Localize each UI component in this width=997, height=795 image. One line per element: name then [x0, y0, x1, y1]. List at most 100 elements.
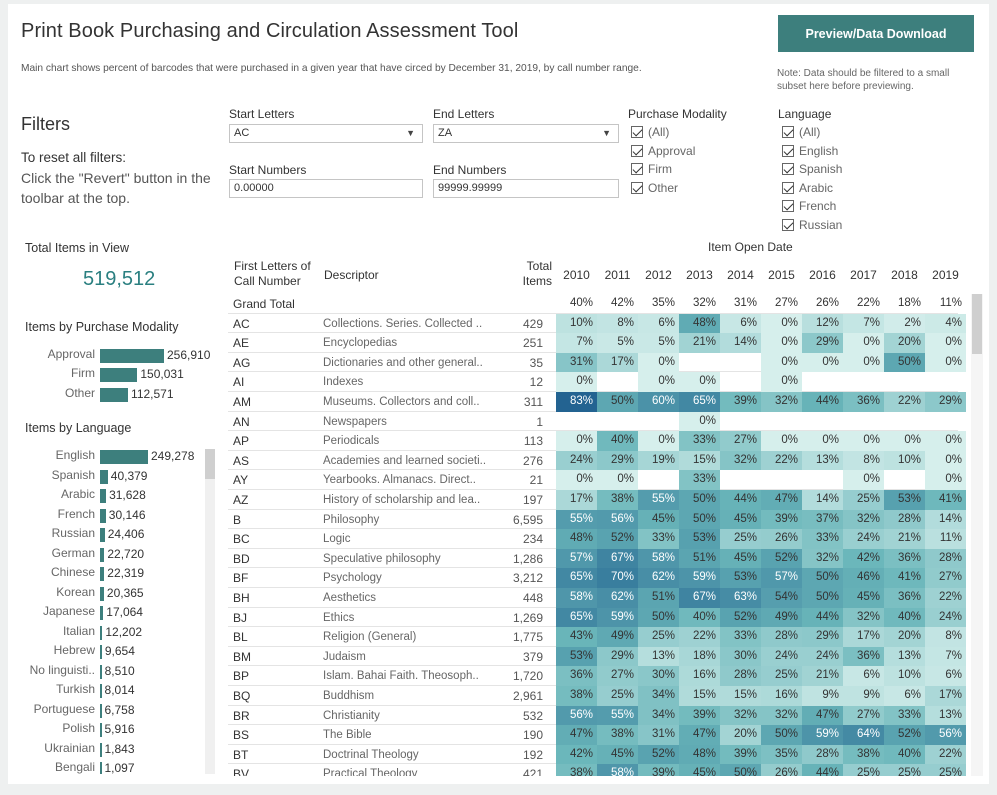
heatmap-cell[interactable]: 51% [679, 548, 720, 569]
heatmap-cell[interactable]: 20% [884, 627, 925, 647]
heatmap-cell[interactable]: 50% [679, 490, 720, 510]
heatmap-cell[interactable]: 53% [556, 646, 597, 667]
heatmap-cell[interactable]: 36% [843, 646, 884, 667]
heatmap-cell[interactable]: 32% [720, 450, 761, 471]
table-scrollbar[interactable] [971, 294, 983, 776]
table-row[interactable]: B Philosophy 6,595 55% 56% 45% 50% 45% 39% 37% 32%… [228, 509, 966, 530]
heatmap-cell[interactable]: 51% [638, 588, 679, 608]
purchase-modality-option[interactable]: (All) [631, 123, 695, 142]
heatmap-cell[interactable]: 31% [556, 352, 597, 373]
heatmap-cell[interactable]: 42% [556, 744, 597, 765]
heatmap-cell[interactable]: 0% [556, 372, 597, 392]
heatmap-cell[interactable]: 44% [720, 490, 761, 510]
heatmap-cell[interactable]: 57% [556, 548, 597, 569]
table-row[interactable]: BC Logic 234 48% 52% 33% 53% 25% 26% 33% 24% 21% 11% [228, 529, 966, 549]
heatmap-cell[interactable]: 6% [843, 666, 884, 686]
heatmap-cell[interactable]: 65% [679, 392, 720, 412]
heatmap-cell[interactable]: 0% [679, 372, 720, 392]
heatmap-cell[interactable]: 38% [843, 744, 884, 765]
checkbox-checked-icon[interactable] [631, 163, 643, 176]
heatmap-cell[interactable]: 33% [679, 431, 720, 451]
heatmap-cell[interactable]: 47% [802, 705, 843, 726]
start-numbers-input[interactable]: 0.00000 [229, 179, 423, 198]
heatmap-cell[interactable]: 49% [597, 627, 638, 647]
heatmap-cell[interactable]: 11% [925, 529, 966, 549]
heatmap-cell[interactable]: 31% [638, 725, 679, 745]
heatmap-cell[interactable]: 22% [925, 588, 966, 608]
heatmap-cell[interactable]: 59% [597, 607, 638, 628]
scroll-thumb[interactable] [205, 449, 215, 479]
heatmap-cell[interactable]: 0% [638, 431, 679, 451]
heatmap-cell[interactable]: 22% [884, 392, 925, 412]
heatmap-cell[interactable]: 55% [556, 509, 597, 530]
table-row[interactable]: BH Aesthetics 448 58% 62% 51% 67% 63% 54% 50% 45% 3… [228, 588, 966, 608]
heatmap-cell[interactable]: 0% [925, 431, 966, 451]
heatmap-cell[interactable]: 32% [843, 509, 884, 530]
table-row[interactable]: BF Psychology 3,212 65% 70% 62% 59% 53% 57% 50% 46… [228, 568, 966, 588]
heatmap-cell[interactable]: 52% [761, 548, 802, 569]
heatmap-cell[interactable]: 47% [556, 725, 597, 745]
heatmap-cell[interactable]: 27% [843, 705, 884, 726]
heatmap-cell[interactable]: 29% [802, 627, 843, 647]
heatmap-cell[interactable]: 0% [843, 352, 884, 373]
heatmap-cell[interactable]: 14% [802, 490, 843, 510]
checkbox-checked-icon[interactable] [631, 181, 643, 194]
table-row[interactable]: AZ History of scholarship and lea.. 197 17%… [228, 490, 966, 510]
heatmap-cell[interactable]: 70% [597, 568, 638, 588]
heatmap-cell[interactable]: 38% [556, 764, 597, 776]
heatmap-cell[interactable]: 30% [638, 666, 679, 686]
heatmap-cell[interactable]: 39% [761, 509, 802, 530]
heatmap-cell[interactable]: 25% [884, 764, 925, 776]
heatmap-cell[interactable]: 50% [720, 764, 761, 776]
table-row[interactable]: BT Doctrinal Theology 192 42% 45% 52% 48% 39% 35… [228, 744, 966, 765]
heatmap-cell[interactable]: 15% [720, 686, 761, 706]
heatmap-cell[interactable]: 52% [884, 725, 925, 745]
table-row[interactable]: BJ Ethics 1,269 65% 59% 50% 40% 52% 49% 44% 32% 40%… [228, 607, 966, 628]
heatmap-cell[interactable]: 9% [843, 686, 884, 706]
heatmap-cell[interactable]: 52% [720, 607, 761, 628]
heatmap-cell[interactable]: 50% [802, 568, 843, 588]
heatmap-cell[interactable]: 36% [843, 392, 884, 412]
heatmap-cell[interactable]: 0% [638, 352, 679, 373]
heatmap-cell[interactable]: 53% [679, 529, 720, 549]
table-row[interactable]: AI Indexes 12 0% 0% 0% 0% [228, 372, 958, 392]
heatmap-cell[interactable]: 44% [802, 764, 843, 776]
heatmap-cell[interactable]: 40% [884, 607, 925, 628]
heatmap-cell[interactable]: 38% [597, 725, 638, 745]
heatmap-cell[interactable]: 55% [638, 490, 679, 510]
heatmap-cell[interactable]: 48% [556, 529, 597, 549]
heatmap-cell[interactable]: 26% [761, 529, 802, 549]
heatmap-cell[interactable]: 43% [556, 627, 597, 647]
table-row[interactable]: AM Museums. Collectors and coll.. 311 83% 50… [228, 392, 966, 412]
heatmap-cell[interactable]: 41% [884, 568, 925, 588]
heatmap-cell[interactable]: 42% [843, 548, 884, 569]
heatmap-cell[interactable]: 39% [679, 705, 720, 726]
heatmap-cell[interactable]: 50% [761, 725, 802, 745]
heatmap-cell[interactable]: 9% [802, 686, 843, 706]
heatmap-cell[interactable]: 55% [597, 705, 638, 726]
heatmap-cell[interactable]: 7% [925, 646, 966, 667]
checkbox-checked-icon[interactable] [631, 126, 643, 139]
heatmap-cell[interactable]: 44% [802, 607, 843, 628]
heatmap-cell[interactable]: 33% [638, 529, 679, 549]
heatmap-cell[interactable]: 0% [925, 470, 966, 490]
heatmap-cell[interactable]: 27% [925, 568, 966, 588]
checkbox-checked-icon[interactable] [782, 200, 794, 213]
heatmap-cell[interactable]: 45% [843, 588, 884, 608]
language-option[interactable]: Spanish [782, 160, 842, 179]
table-row[interactable]: BS The Bible 190 47% 38% 31% 47% 20% 50% 59% 64% 52… [228, 725, 966, 745]
heatmap-cell[interactable]: 34% [638, 705, 679, 726]
heatmap-cell[interactable]: 37% [802, 509, 843, 530]
heatmap-cell[interactable]: 48% [679, 313, 720, 334]
heatmap-cell[interactable]: 5% [597, 333, 638, 353]
scroll-thumb[interactable] [972, 294, 982, 354]
table-row[interactable]: AN Newspapers 1 0% [228, 411, 958, 432]
heatmap-cell[interactable]: 28% [720, 666, 761, 686]
checkbox-checked-icon[interactable] [782, 163, 794, 176]
heatmap-cell[interactable]: 13% [925, 705, 966, 726]
heatmap-cell[interactable]: 16% [679, 666, 720, 686]
heatmap-cell[interactable]: 17% [597, 352, 638, 373]
language-option[interactable]: (All) [782, 123, 842, 142]
heatmap-cell[interactable]: 45% [720, 548, 761, 569]
heatmap-cell[interactable]: 28% [761, 627, 802, 647]
